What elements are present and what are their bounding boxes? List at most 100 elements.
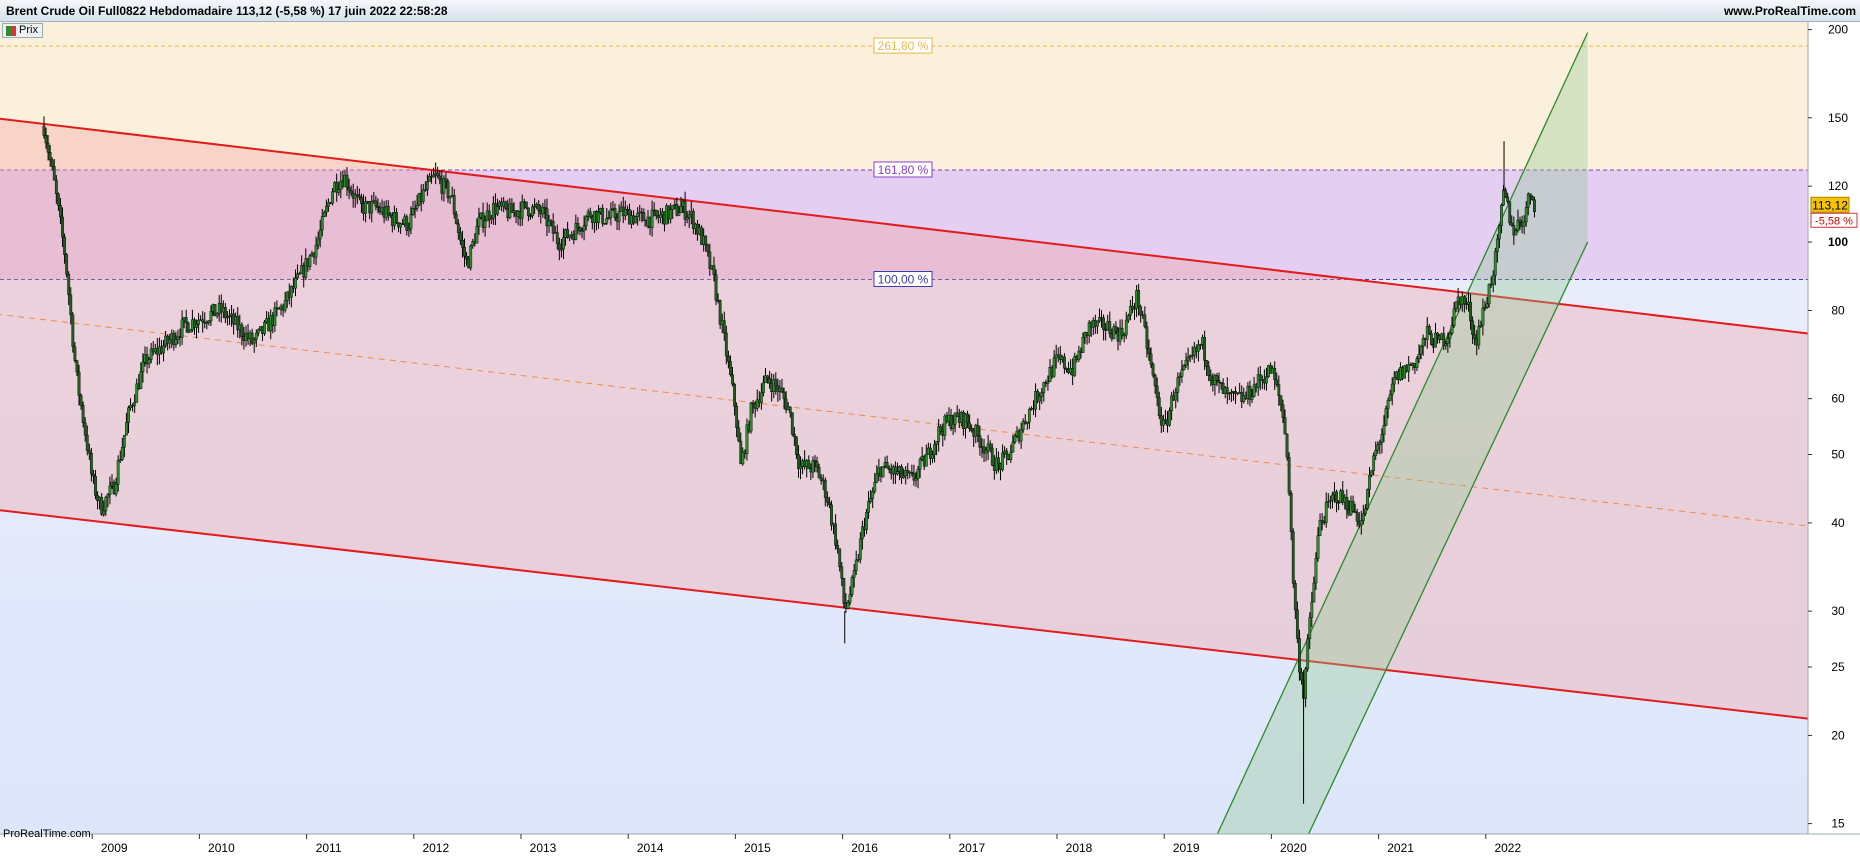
candle-body [448, 196, 452, 199]
candle-body [708, 251, 712, 269]
candle-body [73, 346, 77, 361]
candle-body [1157, 397, 1161, 417]
candle-body [918, 459, 922, 470]
candle-body [149, 348, 153, 360]
candle-body [1275, 379, 1279, 385]
candle-body [1087, 322, 1091, 337]
candle-body [984, 450, 988, 454]
candle-body [871, 491, 875, 499]
candle-body [405, 216, 409, 231]
candle-body [1011, 441, 1015, 453]
candle-body [1190, 355, 1194, 357]
candle-body [782, 391, 786, 400]
x-tick-label: 2021 [1387, 841, 1414, 855]
price-chart[interactable]: 261,80 % 161,80 % 100,00 % 200 150 120 100 80 6… [0, 22, 1860, 860]
candle-body [349, 190, 353, 194]
site-url[interactable]: www.ProRealTime.com [1723, 4, 1856, 18]
candle-body [1444, 343, 1448, 346]
candle-body [1197, 344, 1200, 352]
candle-body [475, 226, 479, 244]
candle-body [347, 187, 351, 191]
candle-body [360, 196, 363, 204]
candle-body [1168, 410, 1171, 426]
candle-body [1170, 395, 1174, 411]
x-axis-bg [0, 834, 1860, 860]
y-tick-label: 20 [1831, 728, 1845, 742]
chart-title: Brent Crude Oil Full0822 Hebdomadaire 11… [6, 4, 448, 18]
candle-body [1522, 221, 1526, 227]
candle-body [316, 238, 320, 246]
candle-body [456, 223, 460, 233]
candle-body [768, 378, 772, 384]
candle-body [745, 424, 749, 454]
candle-body [1442, 333, 1446, 346]
candle-body [562, 237, 565, 250]
candle-body [195, 324, 198, 328]
candle-body [815, 461, 819, 468]
candle-body [774, 379, 778, 386]
candle-body [1316, 535, 1320, 559]
candle-body [1052, 357, 1056, 377]
candle-body [914, 478, 918, 481]
x-tick-label: 2022 [1494, 841, 1521, 855]
candle-body [735, 406, 739, 428]
candle-body [92, 473, 95, 477]
last-price-label: 113,12 [1812, 198, 1848, 212]
candle-body [1209, 375, 1213, 381]
candle-body [1176, 377, 1180, 393]
candle-body [669, 209, 673, 220]
candle-body [141, 361, 145, 373]
candle-body [386, 206, 390, 214]
candle-body [642, 212, 646, 221]
candle-body [322, 211, 326, 217]
candle-body [139, 371, 143, 389]
candle-body [762, 382, 765, 394]
candle-body [463, 247, 466, 257]
candle-body [1452, 308, 1456, 326]
candle-body [1530, 196, 1534, 200]
candle-body [1524, 207, 1528, 223]
candle-body [726, 355, 730, 362]
candle-body [858, 538, 862, 560]
candle-body [1368, 474, 1371, 490]
candle-body [527, 207, 530, 216]
candle-body [477, 217, 481, 227]
candle-body [852, 570, 856, 578]
candle-body [1081, 336, 1085, 353]
candle-body [345, 174, 349, 188]
candle-body [1013, 435, 1017, 443]
candle-body [1005, 450, 1009, 455]
candle-body [970, 428, 974, 432]
candle-body [1479, 324, 1483, 327]
price-legend-button[interactable]: Prix [2, 23, 43, 38]
candle-body [607, 217, 611, 219]
x-tick-label: 2015 [744, 841, 771, 855]
candle-body [714, 274, 718, 301]
candle-body [807, 460, 811, 469]
candle-body [966, 413, 969, 424]
candle-body [1182, 365, 1186, 370]
candle-body [1186, 356, 1190, 361]
y-tick-label: 50 [1831, 448, 1845, 462]
candle-body [1143, 314, 1147, 327]
candle-body [296, 273, 299, 279]
candle-body [867, 501, 870, 513]
candle-body [1287, 457, 1291, 494]
candle-body [838, 548, 842, 568]
candle-body [446, 181, 450, 199]
candle-body [364, 201, 367, 214]
fib-label-box-2 [873, 271, 933, 288]
candle-body [1114, 326, 1118, 332]
candle-body [617, 211, 621, 222]
candle-body [1234, 390, 1237, 394]
candle-body [1485, 303, 1489, 308]
candle-body [865, 512, 868, 530]
candle-body [574, 223, 578, 240]
candle-body [650, 209, 654, 228]
candle-body [1042, 382, 1046, 393]
candle-body [811, 460, 815, 473]
candle-body [207, 320, 211, 323]
candle-body [102, 510, 106, 515]
candle-body [1120, 327, 1124, 336]
candle-body [840, 566, 844, 579]
